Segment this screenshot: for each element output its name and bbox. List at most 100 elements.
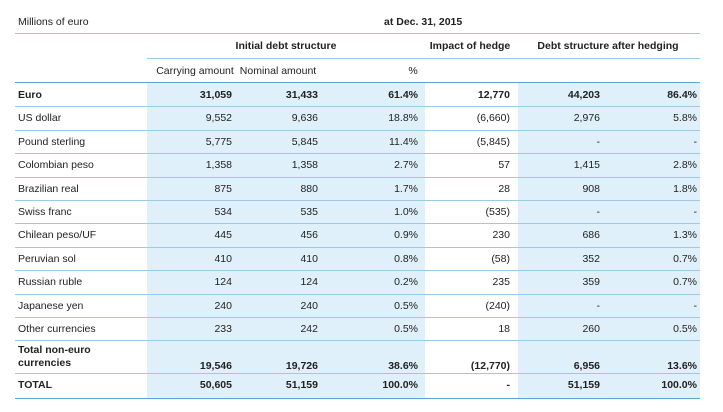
cell: 534 bbox=[214, 206, 232, 218]
cell: 260 bbox=[582, 323, 600, 335]
subheader: % bbox=[408, 65, 418, 77]
cell: 19,726 bbox=[285, 360, 318, 373]
row-label: Peruvian sol bbox=[18, 252, 76, 265]
cell: 1.0% bbox=[394, 206, 418, 218]
rule bbox=[147, 58, 700, 59]
cell: 31,433 bbox=[285, 89, 318, 101]
cell: 5,845 bbox=[291, 135, 318, 148]
row-rule bbox=[15, 246, 700, 248]
group-header: Debt structure after hedging bbox=[537, 40, 679, 52]
row-label: Colombian peso bbox=[18, 159, 94, 172]
cell: 875 bbox=[214, 182, 232, 195]
row-label: Swiss franc bbox=[18, 206, 72, 218]
cell: 38.6% bbox=[388, 360, 418, 373]
subheader: Nominal amount bbox=[239, 65, 317, 77]
cell: 13.6% bbox=[667, 360, 697, 373]
cell: 2.7% bbox=[394, 159, 418, 172]
cell: (240) bbox=[485, 299, 510, 312]
cell: 233 bbox=[214, 323, 232, 335]
cell: 445 bbox=[214, 229, 232, 242]
rule bbox=[15, 398, 700, 399]
cell: 18.8% bbox=[388, 112, 418, 125]
cell: 235 bbox=[492, 276, 510, 289]
cell: 100.0% bbox=[382, 379, 418, 392]
cell: 5,775 bbox=[205, 135, 232, 148]
cell: - bbox=[596, 135, 601, 148]
date: at Dec. 31, 2015 bbox=[384, 16, 463, 28]
row-label: TOTAL bbox=[18, 379, 53, 392]
cell: - bbox=[693, 135, 698, 148]
cell: 0.7% bbox=[673, 276, 697, 289]
cell: 456 bbox=[300, 229, 318, 242]
cell: (6,660) bbox=[476, 112, 510, 125]
cell: 1.3% bbox=[673, 229, 697, 242]
group-header: Impact of hedge bbox=[429, 40, 511, 52]
row-rule bbox=[15, 340, 700, 342]
row-rule bbox=[15, 270, 700, 272]
cell: (58) bbox=[491, 252, 510, 265]
cell: 9,552 bbox=[205, 112, 232, 125]
cell: 1,415 bbox=[573, 159, 600, 172]
row-label: US dollar bbox=[18, 112, 62, 125]
cell: (535) bbox=[485, 206, 510, 218]
unit: Millions of euro bbox=[18, 16, 89, 28]
row-rule bbox=[15, 317, 700, 318]
row-label: Other currencies bbox=[18, 323, 96, 335]
cell: 124 bbox=[214, 276, 232, 289]
cell: 0.5% bbox=[673, 323, 697, 335]
group-header: Initial debt structure bbox=[235, 40, 337, 52]
shade bbox=[518, 83, 700, 398]
cell: 410 bbox=[214, 252, 232, 265]
cell: 0.5% bbox=[394, 323, 418, 335]
row-label: Euro bbox=[18, 89, 42, 101]
cell: 100.0% bbox=[661, 379, 697, 392]
cell: 686 bbox=[582, 229, 600, 242]
row-label: Total non-euro currencies bbox=[18, 344, 91, 370]
cell: 0.7% bbox=[673, 252, 697, 265]
cell: 2.8% bbox=[673, 159, 697, 172]
cell: 9,636 bbox=[291, 112, 318, 125]
row-label: Japanese yen bbox=[18, 299, 84, 312]
cell: 2,976 bbox=[573, 112, 600, 125]
cell: 1,358 bbox=[205, 159, 232, 172]
cell: - bbox=[693, 206, 698, 218]
subheader: Carrying amount bbox=[156, 65, 234, 77]
row-label: Pound sterling bbox=[18, 135, 86, 148]
row-label: Brazilian real bbox=[18, 182, 79, 195]
row-rule bbox=[15, 129, 700, 131]
cell: - bbox=[596, 206, 601, 218]
shade bbox=[147, 83, 425, 398]
cell: 0.9% bbox=[394, 229, 418, 242]
cell: 0.2% bbox=[394, 276, 418, 289]
cell: 28 bbox=[498, 182, 510, 195]
cell: 12,770 bbox=[477, 89, 510, 101]
cell: 240 bbox=[300, 299, 318, 312]
row-rule bbox=[15, 223, 700, 225]
cell: 61.4% bbox=[388, 89, 418, 101]
cell: 535 bbox=[300, 206, 318, 218]
cell: 18 bbox=[498, 323, 510, 335]
rule bbox=[15, 33, 700, 34]
cell: 124 bbox=[300, 276, 318, 289]
row-rule bbox=[15, 373, 700, 375]
cell: 240 bbox=[214, 299, 232, 312]
cell: 0.8% bbox=[394, 252, 418, 265]
cell: 51,159 bbox=[285, 379, 318, 392]
cell: 57 bbox=[498, 159, 510, 172]
cell: - bbox=[596, 299, 601, 312]
cell: 230 bbox=[492, 229, 510, 242]
cell: 410 bbox=[300, 252, 318, 265]
cell: 86.4% bbox=[667, 89, 697, 101]
row-rule bbox=[15, 106, 700, 108]
cell: 908 bbox=[582, 182, 600, 195]
cell: 44,203 bbox=[567, 89, 600, 101]
cell: 19,546 bbox=[199, 360, 232, 373]
cell: 50,605 bbox=[199, 379, 232, 392]
cell: 242 bbox=[300, 323, 318, 335]
cell: 352 bbox=[582, 252, 600, 265]
row-rule bbox=[15, 153, 700, 155]
cell: (5,845) bbox=[476, 135, 510, 148]
row-label: Chilean peso/UF bbox=[18, 229, 97, 242]
cell: 1.7% bbox=[394, 182, 418, 195]
